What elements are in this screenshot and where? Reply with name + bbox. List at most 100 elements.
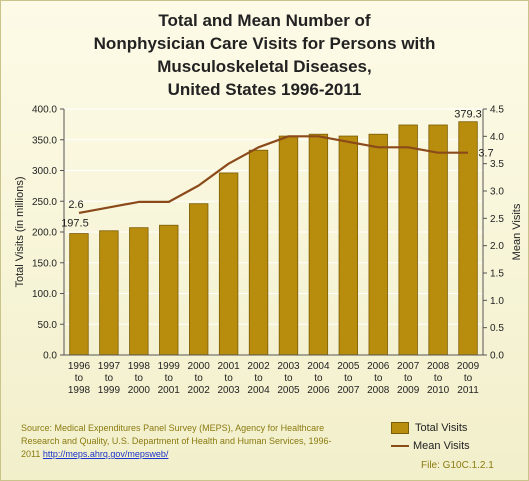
title-line-4: United States 1996-2011 bbox=[167, 80, 362, 99]
x-tick-label: 2000 bbox=[188, 361, 211, 372]
chart-legend: Total Visits Mean Visits bbox=[391, 419, 470, 455]
x-tick-label: 1996 bbox=[68, 361, 91, 372]
x-tick-label: to bbox=[165, 373, 174, 384]
y-right-tick-label: 3.5 bbox=[490, 159, 504, 170]
x-tick-label: 1998 bbox=[128, 361, 151, 372]
y-left-tick-label: 250.0 bbox=[32, 197, 57, 208]
y-right-axis-title: Mean Visits bbox=[511, 203, 523, 260]
source-text: Source: Medical Expenditures Panel Surve… bbox=[21, 423, 332, 459]
x-tick-label: 2005 bbox=[337, 361, 360, 372]
data-label: 2.6 bbox=[68, 199, 83, 211]
data-label: 3.7 bbox=[478, 148, 493, 160]
x-tick-label: to bbox=[284, 373, 293, 384]
bar-total-visits bbox=[218, 172, 239, 356]
x-tick-label: 1998 bbox=[68, 385, 91, 396]
y-right-tick-label: 0.0 bbox=[490, 351, 504, 362]
x-tick-label: 2000 bbox=[128, 385, 151, 396]
bar-total-visits bbox=[189, 203, 209, 356]
bar-total-visits bbox=[69, 233, 89, 356]
x-tick-label: 2004 bbox=[307, 361, 330, 372]
x-tick-label: 2008 bbox=[367, 385, 390, 396]
x-tick-label: 2004 bbox=[247, 385, 270, 396]
x-tick-label: 2006 bbox=[307, 385, 330, 396]
bar-total-visits bbox=[368, 133, 388, 356]
line-swatch-icon bbox=[391, 445, 409, 447]
bar-total-visits bbox=[99, 230, 119, 356]
legend-label-mean-visits: Mean Visits bbox=[413, 440, 470, 452]
x-tick-label: to bbox=[374, 373, 383, 384]
y-left-tick-label: 0.0 bbox=[43, 351, 57, 362]
bar-total-visits bbox=[308, 133, 329, 356]
x-tick-label: 2011 bbox=[457, 385, 479, 396]
title-line-3: Musculoskeletal Diseases, bbox=[157, 57, 372, 76]
y-left-tick-label: 350.0 bbox=[32, 135, 57, 146]
x-tick-label: 2002 bbox=[247, 361, 270, 372]
x-tick-label: 2009 bbox=[457, 361, 480, 372]
bar-total-visits bbox=[278, 135, 299, 356]
source-link[interactable]: http://meps.ahrq.gov/mepsweb/ bbox=[42, 449, 169, 459]
x-tick-label: to bbox=[464, 373, 473, 384]
x-tick-label: 1997 bbox=[98, 361, 121, 372]
source-note: Source: Medical Expenditures Panel Surve… bbox=[21, 422, 341, 461]
x-tick-label: to bbox=[314, 373, 323, 384]
x-tick-label: 2003 bbox=[277, 361, 300, 372]
file-label: File: G10C.1.2.1 bbox=[421, 460, 494, 471]
data-label: 379.3 bbox=[454, 109, 482, 121]
y-right-tick-label: 4.5 bbox=[490, 105, 504, 116]
bar-total-visits bbox=[398, 124, 418, 356]
y-left-tick-label: 300.0 bbox=[32, 166, 57, 177]
x-tick-label: to bbox=[135, 373, 144, 384]
x-tick-label: 2002 bbox=[188, 385, 211, 396]
x-tick-label: to bbox=[195, 373, 204, 384]
bar-total-visits bbox=[159, 224, 179, 356]
x-tick-label: to bbox=[254, 373, 263, 384]
x-tick-label: 2005 bbox=[277, 385, 300, 396]
x-tick-label: 1999 bbox=[158, 361, 181, 372]
title-line-1: Total and Mean Number of bbox=[158, 11, 371, 30]
bar-total-visits bbox=[428, 124, 448, 356]
x-tick-label: 2001 bbox=[217, 361, 240, 372]
x-tick-label: 2007 bbox=[337, 385, 360, 396]
x-tick-label: 1999 bbox=[98, 385, 121, 396]
bar-total-visits bbox=[129, 227, 149, 356]
legend-item-mean-visits: Mean Visits bbox=[391, 437, 470, 455]
x-tick-label: 2003 bbox=[217, 385, 240, 396]
y-left-tick-label: 150.0 bbox=[32, 258, 57, 269]
bar-total-visits bbox=[338, 135, 358, 356]
x-tick-label: 2001 bbox=[158, 385, 181, 396]
x-tick-label: to bbox=[105, 373, 114, 384]
bar-swatch-icon bbox=[391, 422, 409, 434]
x-tick-label: 2008 bbox=[427, 361, 450, 372]
x-tick-label: to bbox=[224, 373, 233, 384]
title-line-2: Nonphysician Care Visits for Persons wit… bbox=[93, 34, 436, 53]
y-left-tick-label: 100.0 bbox=[32, 289, 57, 300]
y-left-tick-label: 200.0 bbox=[32, 228, 57, 239]
y-right-tick-label: 2.0 bbox=[490, 241, 504, 252]
x-tick-label: to bbox=[344, 373, 353, 384]
x-tick-label: 2007 bbox=[397, 361, 420, 372]
data-label: 197.5 bbox=[61, 218, 89, 230]
chart-title: Total and Mean Number of Nonphysician Ca… bbox=[1, 9, 528, 101]
y-right-tick-label: 2.5 bbox=[490, 214, 504, 225]
y-right-tick-label: 3.0 bbox=[490, 187, 504, 198]
y-right-tick-label: 4.0 bbox=[490, 132, 504, 143]
y-right-tick-label: 0.5 bbox=[490, 323, 504, 334]
bar-total-visits bbox=[248, 149, 269, 356]
y-left-tick-label: 50.0 bbox=[38, 320, 58, 331]
x-tick-label: 2010 bbox=[427, 385, 450, 396]
legend-item-total-visits: Total Visits bbox=[391, 419, 470, 437]
x-tick-label: to bbox=[404, 373, 413, 384]
legend-label-total-visits: Total Visits bbox=[415, 422, 468, 434]
x-tick-label: 2006 bbox=[367, 361, 390, 372]
y-left-axis-title: Total Visits (in millions) bbox=[14, 176, 26, 287]
x-tick-label: to bbox=[75, 373, 84, 384]
y-right-tick-label: 1.5 bbox=[490, 269, 504, 280]
x-tick-label: to bbox=[434, 373, 443, 384]
y-right-tick-label: 1.0 bbox=[490, 296, 504, 307]
y-left-tick-label: 400.0 bbox=[32, 105, 57, 116]
x-tick-label: 2009 bbox=[397, 385, 420, 396]
bar-total-visits bbox=[458, 121, 478, 356]
line-mean-visits bbox=[78, 135, 468, 214]
